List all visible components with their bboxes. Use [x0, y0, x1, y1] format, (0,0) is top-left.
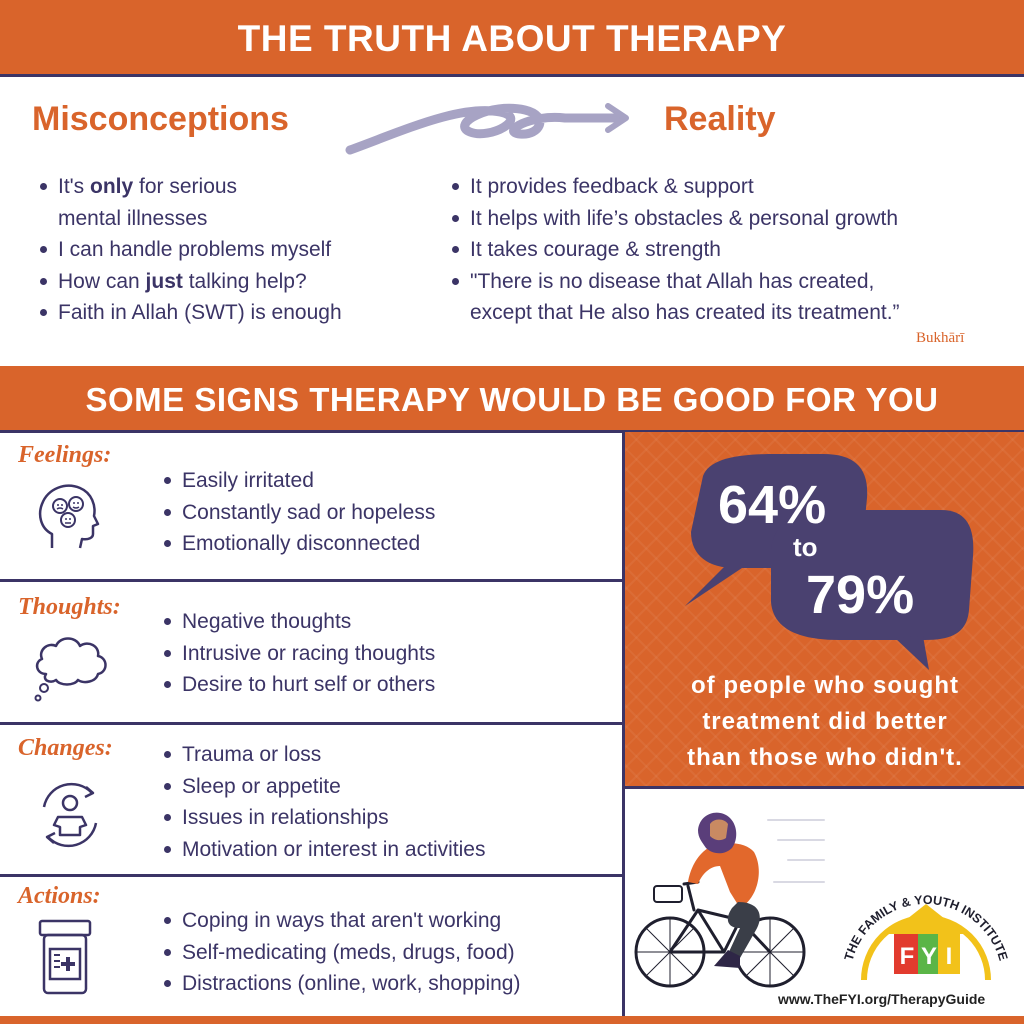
list-item: Easily irritated — [162, 465, 435, 497]
mood-head-icon — [38, 484, 100, 549]
list-item: Distractions (online, work, shopping) — [162, 968, 520, 1000]
misconceptions-heading: Misconceptions — [32, 100, 289, 138]
changes-list: Trauma or loss Sleep or appetite Issues … — [162, 739, 485, 865]
squiggle-arrow-icon — [345, 103, 629, 155]
speech-bubbles-icon — [685, 454, 974, 670]
stat-high: 79% — [806, 565, 915, 625]
logo-letter-y: Y — [921, 943, 937, 970]
list-item: It's only for serious mental illnesses — [38, 171, 438, 234]
footer-url[interactable]: www.TheFYI.org/TherapyGuide — [778, 991, 986, 1007]
stat-caption: of people who sought treatment did bette… — [687, 672, 963, 771]
divider — [0, 430, 1024, 433]
list-item: Self-medicating (meds, drugs, food) — [162, 937, 520, 969]
section-feelings: Feelings: Easily irritated Constantly sa… — [0, 432, 624, 582]
feelings-list: Easily irritated Constantly sad or hopel… — [162, 465, 435, 560]
thoughts-list: Negative thoughts Intrusive or racing th… — [162, 606, 435, 701]
list-item: Motivation or interest in activities — [162, 834, 485, 866]
main-title-banner: THE TRUTH ABOUT THERAPY — [0, 0, 1024, 74]
list-item: It helps with life’s obstacles & persona… — [450, 203, 1020, 235]
column-divider — [622, 432, 625, 1016]
section-thoughts: Thoughts: Negative thoughts Intrusive or… — [0, 582, 624, 725]
list-item: Sleep or appetite — [162, 771, 485, 803]
list-item: I can handle problems myself — [38, 234, 438, 266]
section-label: Changes: — [18, 735, 113, 761]
main-title: THE TRUTH ABOUT THERAPY — [237, 18, 787, 59]
bottom-bar — [0, 1016, 1024, 1024]
list-item: It takes courage & strength — [450, 234, 1020, 266]
list-item: Faith in Allah (SWT) is enough — [38, 297, 438, 329]
fyi-logo: THE FAMILY & YOUTH INSTITUTE F Y I — [842, 893, 1010, 981]
section-label: Thoughts: — [18, 594, 121, 620]
list-item: Emotionally disconnected — [162, 528, 435, 560]
list-item: Issues in relationships — [162, 802, 485, 834]
thought-cloud-icon — [34, 637, 107, 702]
section-label: Actions: — [18, 883, 101, 909]
medicine-bottle-icon — [38, 919, 92, 995]
cyclist-illustration — [634, 812, 825, 988]
signs-banner: SOME SIGNS THERAPY WOULD BE GOOD FOR YOU — [0, 366, 1024, 432]
list-item: It provides feedback & support — [450, 171, 1020, 203]
list-item: Constantly sad or hopeless — [162, 497, 435, 529]
logo-letter-i: I — [946, 943, 953, 970]
section-changes: Changes: Trauma or loss Sleep or appetit… — [0, 725, 624, 877]
list-item: Coping in ways that aren't working — [162, 905, 520, 937]
list-item: Intrusive or racing thoughts — [162, 638, 435, 670]
reality-heading: Reality — [664, 100, 776, 138]
list-item: "There is no disease that Allah has crea… — [450, 266, 1020, 329]
quote-attribution: Bukhārī — [916, 330, 965, 346]
section-actions: Actions: Coping in ways that aren't work… — [0, 877, 624, 1016]
list-item: How can just talking help? — [38, 266, 438, 298]
misconceptions-list: It's only for serious mental illnesses I… — [38, 171, 438, 329]
signs-title: SOME SIGNS THERAPY WOULD BE GOOD FOR YOU — [85, 381, 939, 418]
stat-connector: to — [793, 532, 818, 562]
stat-low: 64% — [718, 475, 827, 535]
actions-list: Coping in ways that aren't working Self-… — [162, 905, 520, 1000]
person-cycle-icon — [42, 782, 98, 848]
list-item: Negative thoughts — [162, 606, 435, 638]
divider — [0, 74, 1024, 77]
list-item: Trauma or loss — [162, 739, 485, 771]
list-item: Desire to hurt self or others — [162, 669, 435, 701]
divider — [625, 786, 1024, 789]
section-label: Feelings: — [18, 442, 112, 468]
logo-letter-f: F — [900, 943, 915, 970]
reality-list: It provides feedback & support It helps … — [450, 171, 1020, 329]
